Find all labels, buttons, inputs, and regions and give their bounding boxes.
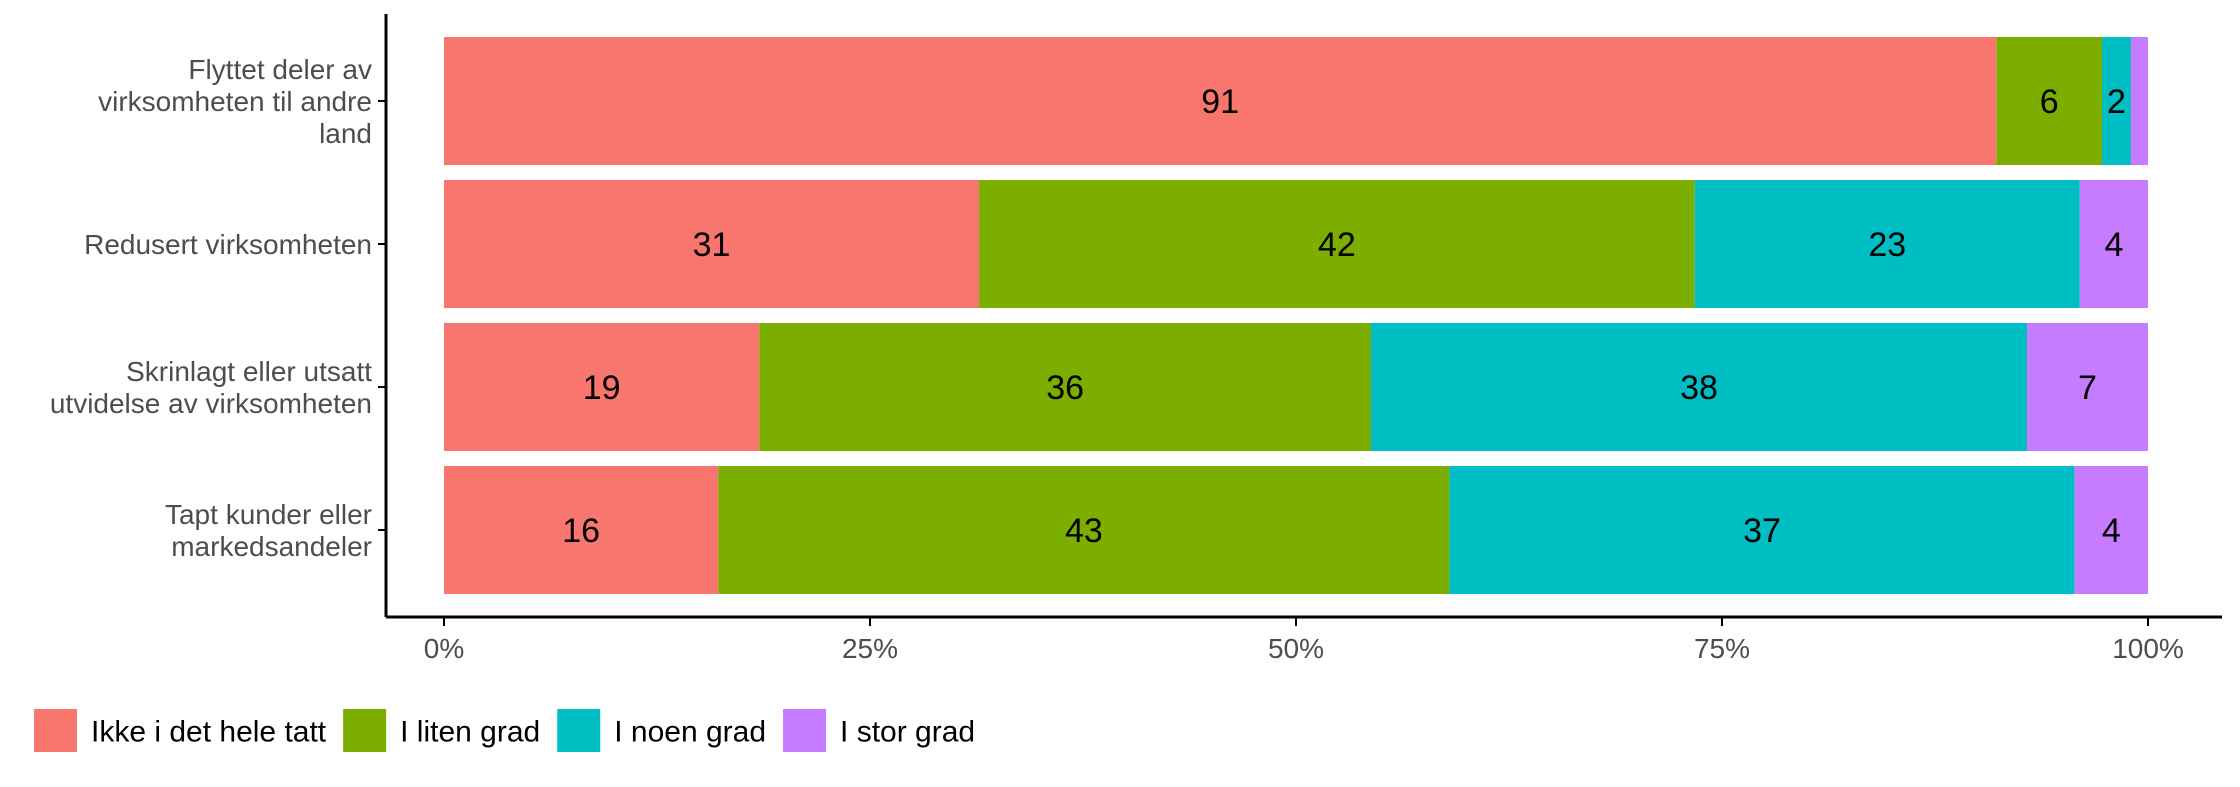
bar-segment [444,180,980,308]
x-tick-label: 50% [1268,633,1324,664]
legend-label: I liten grad [400,716,540,749]
bar-segment [1449,466,2075,594]
bar-segment [1996,37,2102,165]
legend-label: Ikke i det hele tatt [91,716,327,749]
bar-value-label: 16 [562,512,600,550]
category-label-line: land [319,118,372,149]
bar-value-label: 4 [2104,226,2123,264]
bar-value-label: 23 [1868,226,1906,264]
category-label-line: markedsandeler [171,531,372,562]
bar-value-label: 19 [583,369,621,407]
bar-value-label: 7 [2078,369,2097,407]
bar-value-label: 42 [1318,226,1356,264]
bar-segment [2101,37,2131,165]
category-label-line: virksomheten til andre [98,86,372,117]
legend-label: I stor grad [840,716,975,749]
category-label: Tapt kunder eller markedsandeler [165,499,372,562]
bar-segment [1694,180,2080,308]
bar-value-label: 43 [1065,512,1103,550]
x-tick-label: 25% [842,633,898,664]
category-labels-layer: Flyttet deler av virksomheten til andre la… [50,54,372,562]
category-label: Flyttet deler av virksomheten til andre la… [98,54,372,149]
bars-layer [444,37,2148,594]
bar-segment [759,323,1371,451]
legend: Ikke i det hele tatt I liten grad I noen g… [34,709,975,752]
bar-value-label: 6 [2040,83,2059,121]
category-label-line: Redusert virksomheten [84,229,372,260]
category-label-line: Flyttet deler av [188,54,372,85]
x-tick-label: 100% [2112,633,2184,664]
bar-segment [979,180,1695,308]
x-tick-label: 0% [424,633,464,664]
category-label: Skrinlagt eller utsatt utvidelse av virks… [50,356,372,419]
bar-value-label: 91 [1201,83,1239,121]
bar-segment [718,466,1450,594]
category-label-line: Skrinlagt eller utsatt [126,356,372,387]
bar-segment [2130,37,2148,165]
legend-label: I noen grad [614,716,766,749]
bar-labels-layer: 91 6 2 31 42 23 4 19 36 38 7 16 43 37 4 [562,83,2126,550]
legend-swatch [34,709,77,752]
bar-segment [2074,466,2148,594]
legend-swatch [783,709,827,752]
bar-segment [444,37,1997,165]
bar-value-label: 38 [1680,369,1718,407]
bar-value-label: 31 [693,226,731,264]
category-label-line: Tapt kunder eller [165,499,372,530]
bar-value-label: 37 [1743,512,1781,550]
legend-swatch [557,709,601,752]
category-label-line: utvidelse av virksomheten [50,388,372,419]
bar-segment [1370,323,2028,451]
bar-segment [2079,180,2148,308]
legend-swatch [343,709,387,752]
category-label: Redusert virksomheten [84,229,372,260]
bar-value-label: 4 [2102,512,2121,550]
axes-layer [384,14,2222,619]
bar-segment [2027,323,2148,451]
bar-value-label: 2 [2107,83,2126,121]
bar-segment [444,323,760,451]
x-ticks-layer: 0% 25% 50% 75% 100% [378,100,2184,664]
bar-segment [444,466,719,594]
bar-value-label: 36 [1046,369,1084,407]
x-tick-label: 75% [1694,633,1750,664]
